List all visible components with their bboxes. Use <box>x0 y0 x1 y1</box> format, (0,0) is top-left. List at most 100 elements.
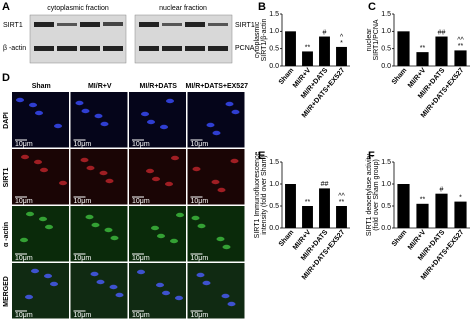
micrograph <box>187 206 245 262</box>
y-tick-label: 1.5 <box>381 159 391 166</box>
y-tick-label: 1.0 <box>269 181 279 188</box>
scale-label: 10μm <box>74 255 92 262</box>
y-tick-label: 0.0 <box>269 225 279 232</box>
cell-feature <box>197 223 206 229</box>
panel-letter: A <box>2 1 10 13</box>
bar <box>416 52 429 66</box>
panel-letter: D <box>2 72 10 84</box>
bar <box>285 31 296 66</box>
cell-feature <box>221 293 230 299</box>
cell-feature <box>94 113 103 119</box>
cell-feature <box>162 290 170 296</box>
significance-marker: * <box>459 194 462 201</box>
panel-letter: C <box>368 1 376 13</box>
significance-marker: ** <box>305 44 311 51</box>
scale-label: 10μm <box>74 198 92 205</box>
scale-label: 10μm <box>15 198 33 205</box>
bar <box>319 36 330 66</box>
panel-letter: F <box>368 150 375 162</box>
scale-label: 10μm <box>191 255 209 262</box>
y-tick-label: 1.0 <box>381 28 391 35</box>
cell-feature <box>141 111 149 117</box>
micrograph <box>12 263 69 319</box>
bar <box>435 36 448 66</box>
micrograph <box>12 206 69 262</box>
scale-label: 10μm <box>191 312 209 319</box>
panel-letter: E <box>258 150 265 162</box>
significance-marker: ## <box>321 181 329 188</box>
cell-feature <box>165 181 173 187</box>
cell-feature <box>146 168 154 174</box>
cell-feature <box>206 122 215 128</box>
row-label: DAPI <box>3 112 10 129</box>
cell-feature <box>26 211 34 217</box>
cell-feature <box>175 295 183 301</box>
micrograph <box>187 263 245 319</box>
row-label: α -actin <box>3 222 10 247</box>
cell-feature <box>160 124 168 130</box>
cell-feature <box>212 130 221 136</box>
cell-feature <box>115 292 124 298</box>
cell-feature <box>196 272 205 278</box>
significance-marker: ** <box>339 199 345 206</box>
bar <box>336 46 347 66</box>
bar <box>319 188 330 228</box>
blot-row-label: SIRT1 <box>235 22 255 29</box>
y-tick-label: 1.5 <box>269 11 279 18</box>
cell-feature <box>20 237 28 243</box>
significance-marker: ** <box>305 199 311 206</box>
cell-feature <box>191 215 200 221</box>
y-axis-label: intensity (fold over Sham) <box>261 155 268 234</box>
cell-feature <box>25 294 33 300</box>
y-tick-label: 0.0 <box>381 225 391 232</box>
significance-marker: # <box>323 29 327 36</box>
significance-marker: * <box>340 40 343 47</box>
cell-feature <box>40 167 48 173</box>
cell-feature <box>90 271 99 277</box>
panel-letter: B <box>258 1 266 13</box>
column-label: MI/R+V <box>88 83 112 90</box>
cell-feature <box>110 235 119 241</box>
micrograph <box>129 92 186 148</box>
cell-feature <box>35 110 43 116</box>
blot-row-label: β -actin <box>3 45 26 52</box>
cell-feature <box>45 224 53 230</box>
cell-feature <box>202 280 211 286</box>
micrograph <box>187 149 245 205</box>
cell-feature <box>152 176 160 182</box>
scale-label: 10μm <box>132 255 150 262</box>
micrograph <box>70 206 128 262</box>
y-axis-label: SIRT1 Immunofluorescence <box>254 152 261 239</box>
bar <box>397 184 410 228</box>
cell-feature <box>222 244 231 250</box>
scale-label: 10μm <box>191 198 209 205</box>
bar <box>302 206 313 228</box>
scale-label: 10μm <box>191 141 209 148</box>
y-tick-label: 0.5 <box>381 46 391 53</box>
cell-feature <box>16 97 24 103</box>
significance-marker: ^^ <box>457 37 464 44</box>
cell-feature <box>54 123 62 129</box>
significance-marker: ## <box>438 29 446 36</box>
bar <box>454 201 467 228</box>
scale-label: 10μm <box>132 312 150 319</box>
bands <box>34 22 228 51</box>
significance-marker: ^^ <box>338 193 345 200</box>
micrograph <box>70 149 128 205</box>
row-label: MERGED <box>3 276 10 307</box>
cell-feature <box>104 227 113 233</box>
cell-feature <box>91 222 100 228</box>
cell-feature <box>230 158 239 164</box>
significance-marker: ** <box>420 45 426 52</box>
cell-feature <box>100 121 109 127</box>
y-tick-label: 0.0 <box>269 63 279 70</box>
cell-feature <box>156 282 164 288</box>
cell-feature <box>137 269 145 275</box>
blot-title: cytoplasmic fraction <box>47 5 109 12</box>
column-label: Sham <box>32 83 51 90</box>
bar <box>285 184 296 228</box>
cell-feature <box>99 170 108 176</box>
cell-feature <box>59 180 67 186</box>
row-label: SIRT1 <box>3 167 10 187</box>
scale-label: 10μm <box>74 141 92 148</box>
